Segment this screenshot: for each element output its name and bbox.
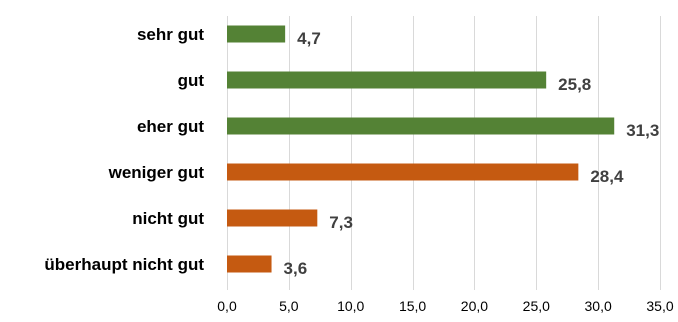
category-label: überhaupt nicht gut (44, 255, 204, 274)
category-label: nicht gut (132, 209, 204, 228)
x-tick-label: 5,0 (279, 298, 299, 314)
category-label: eher gut (137, 117, 204, 136)
category-label: gut (178, 71, 205, 90)
bar (227, 71, 547, 89)
x-axis-tick-labels: 0,0 5,0 10,0 15,0 20,0 25,0 30,0 35,0 (217, 298, 674, 314)
bars (227, 25, 615, 273)
value-labels: 4,7 25,8 31,3 28,4 7,3 3,6 (284, 29, 660, 278)
data-label: 7,3 (329, 213, 353, 232)
category-labels: sehr gut gut eher gut weniger gut nicht gut ü… (44, 25, 204, 274)
x-tick-label: 10,0 (337, 298, 364, 314)
bar (227, 209, 318, 227)
bar (227, 163, 579, 181)
gridlines (227, 16, 661, 290)
data-label: 4,7 (297, 29, 321, 48)
x-tick-label: 15,0 (399, 298, 426, 314)
bar (227, 25, 286, 43)
x-tick-label: 0,0 (217, 298, 237, 314)
category-label: sehr gut (137, 25, 204, 44)
category-label: weniger gut (108, 163, 205, 182)
x-tick-label: 20,0 (461, 298, 488, 314)
x-tick-label: 30,0 (585, 298, 612, 314)
data-label: 3,6 (284, 259, 308, 278)
data-label: 31,3 (626, 121, 659, 140)
data-label: 28,4 (590, 167, 624, 186)
data-label: 25,8 (558, 75, 591, 94)
x-tick-label: 25,0 (523, 298, 550, 314)
bar (227, 117, 615, 135)
bar (227, 255, 272, 273)
x-tick-label: 35,0 (646, 298, 673, 314)
